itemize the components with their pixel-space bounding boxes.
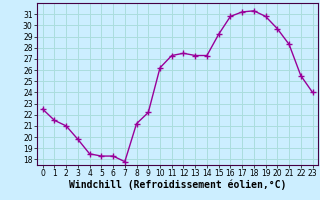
X-axis label: Windchill (Refroidissement éolien,°C): Windchill (Refroidissement éolien,°C) [69, 180, 286, 190]
